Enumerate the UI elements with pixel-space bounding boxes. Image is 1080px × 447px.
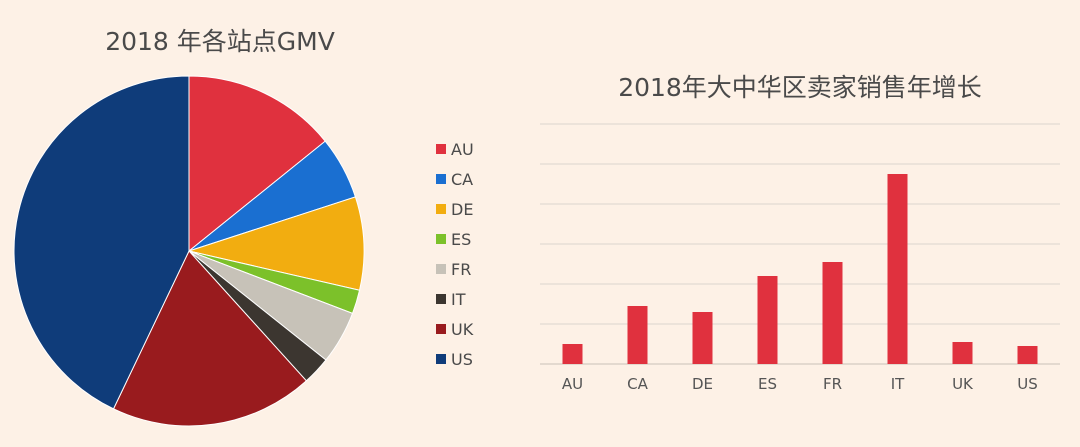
bar-es — [757, 276, 778, 364]
pie-chart — [13, 75, 365, 427]
bar-chart-title: 2018年大中华区卖家销售年增长 — [618, 73, 982, 102]
bar-fr — [822, 262, 843, 364]
bar-us — [1017, 346, 1038, 364]
bar-chart-x-axis: AU CA DE ES FR IT UK US — [562, 375, 1038, 393]
x-tick-label-au: AU — [562, 375, 583, 393]
x-tick-label-us: US — [1017, 375, 1038, 393]
legend-swatch-it — [436, 294, 446, 304]
bar-chart-gridlines — [540, 123, 1060, 365]
x-tick-label-fr: FR — [823, 375, 842, 393]
legend-swatch-ca — [436, 174, 446, 184]
pie-chart-title: 2018 年各站点GMV — [105, 27, 335, 56]
legend-label-it: IT — [451, 290, 466, 309]
pie-slice-us — [13, 75, 190, 410]
legend-label-au: AU — [451, 140, 474, 159]
x-tick-label-ca: CA — [627, 375, 648, 393]
pie-slice-de — [187, 196, 365, 291]
legend-swatch-es — [436, 234, 446, 244]
bar-de — [692, 312, 713, 364]
legend-label-fr: FR — [451, 260, 471, 279]
legend-swatch-fr — [436, 264, 446, 274]
x-tick-label-de: DE — [692, 375, 713, 393]
x-tick-label-uk: UK — [952, 375, 974, 393]
pie-slice-au — [188, 75, 326, 253]
legend-label-uk: UK — [451, 320, 474, 339]
x-tick-label-it: IT — [891, 375, 905, 393]
bar-au — [562, 344, 583, 364]
legend-label-de: DE — [451, 200, 473, 219]
legend-label-ca: CA — [451, 170, 473, 189]
legend-swatch-de — [436, 204, 446, 214]
bar-ca — [627, 306, 648, 364]
legend-swatch-uk — [436, 324, 446, 334]
bar-uk — [952, 342, 973, 364]
legend-swatch-au — [436, 144, 446, 154]
bar-it — [887, 174, 908, 364]
x-tick-label-es: ES — [758, 375, 777, 393]
pie-legend: AU CA DE ES FR IT UK US — [436, 140, 474, 369]
legend-label-es: ES — [451, 230, 471, 249]
legend-label-us: US — [451, 350, 473, 369]
legend-swatch-us — [436, 354, 446, 364]
pie-slice-uk — [112, 250, 308, 427]
bar-chart — [562, 174, 1038, 364]
